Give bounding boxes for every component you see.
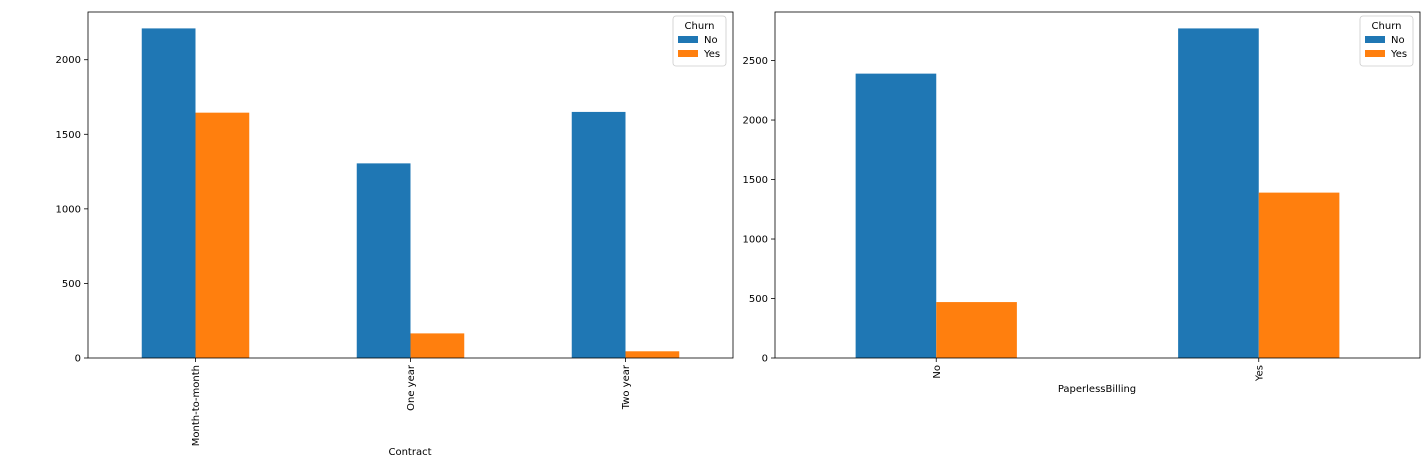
bar-yes-two-year <box>625 351 680 358</box>
legend-title: Churn <box>1372 21 1402 32</box>
x-tick-label: No <box>932 365 943 379</box>
y-tick-label: 1000 <box>743 235 768 246</box>
bar-no-month-to-month <box>141 28 196 358</box>
bar-yes-one-year <box>410 333 465 358</box>
x-tick-label: Two year <box>621 364 632 410</box>
legend: Churn No Yes <box>1359 15 1414 67</box>
legend-title: Churn <box>685 21 715 32</box>
y-tick-label: 500 <box>749 294 768 305</box>
y-tick-label: 2000 <box>56 55 81 66</box>
x-tick-label: Yes <box>1254 365 1265 382</box>
y-tick-label: 2000 <box>743 116 768 127</box>
chart-2: 0 500 1000 1500 2000 2500 No Yes PaperlessBillin… <box>743 11 1421 395</box>
bar-no-two-year <box>571 111 626 358</box>
plot-frame <box>774 11 1421 359</box>
chart-1: 0 500 1000 1500 2000 Month-to-month One year Tw… <box>56 11 734 458</box>
legend-swatch-no <box>678 36 698 43</box>
legend-label-no: No <box>704 35 718 46</box>
bar-no-no <box>855 73 937 358</box>
bar-no-one-year <box>356 163 411 358</box>
x-tick-label: Month-to-month <box>191 365 202 446</box>
legend-label-yes: Yes <box>1390 49 1407 60</box>
legend-swatch-yes <box>678 50 698 57</box>
y-tick-label: 0 <box>762 354 768 365</box>
bar-yes-month-to-month <box>195 112 250 358</box>
y-tick-label: 1000 <box>56 204 81 215</box>
legend-label-no: No <box>1391 35 1405 46</box>
legend: Churn No Yes <box>672 15 727 67</box>
bar-yes-yes <box>1258 192 1340 358</box>
bar-no-yes <box>1178 28 1259 359</box>
legend-label-yes: Yes <box>703 49 720 60</box>
x-tick-label: One year <box>406 364 417 411</box>
legend-swatch-yes <box>1365 50 1385 57</box>
bar-yes-no <box>936 302 1017 358</box>
legend-swatch-no <box>1365 36 1385 43</box>
y-tick-label: 2500 <box>743 56 768 67</box>
y-tick-label: 1500 <box>743 175 768 186</box>
x-axis-label: PaperlessBilling <box>1058 384 1136 395</box>
x-axis-label: Contract <box>388 447 431 458</box>
y-tick-label: 0 <box>75 354 81 365</box>
y-tick-label: 1500 <box>56 130 81 141</box>
y-tick-label: 500 <box>62 279 81 290</box>
